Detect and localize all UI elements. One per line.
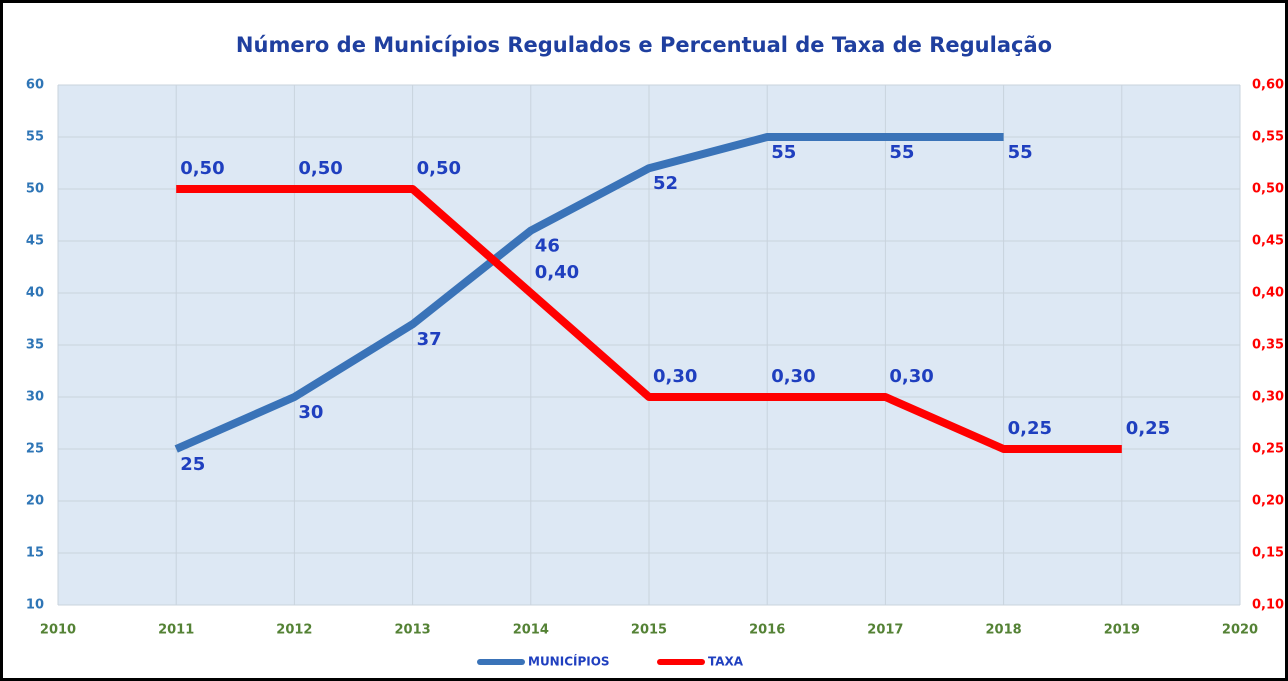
x-tick-label: 2013 (395, 623, 431, 638)
y2-tick-label: 0,55 (1252, 130, 1284, 145)
y-tick-label: 20 (26, 494, 44, 509)
data-label: 0,30 (653, 366, 697, 387)
y2-tick-label: 0,30 (1252, 390, 1284, 405)
data-label: 46 (535, 236, 560, 257)
y2-tick-label: 0,40 (1252, 286, 1284, 301)
y-tick-label: 10 (26, 598, 44, 613)
y-tick-label: 30 (26, 390, 44, 405)
data-label: 0,50 (298, 158, 342, 179)
x-tick-label: 2012 (276, 623, 312, 638)
y2-tick-label: 0,60 (1252, 78, 1284, 93)
data-label: 55 (771, 142, 796, 163)
x-tick-label: 2010 (40, 623, 76, 638)
y-tick-label: 60 (26, 78, 44, 93)
x-tick-label: 2015 (631, 623, 667, 638)
data-label: 0,50 (180, 158, 224, 179)
x-tick-label: 2011 (158, 623, 194, 638)
x-tick-label: 2016 (749, 623, 785, 638)
data-label: 55 (889, 142, 914, 163)
y-tick-label: 50 (26, 182, 44, 197)
data-label: 0,30 (771, 366, 815, 387)
y-tick-label: 45 (26, 234, 44, 249)
data-label: 37 (417, 329, 442, 350)
y2-tick-label: 0,35 (1252, 338, 1284, 353)
y2-tick-label: 0,15 (1252, 546, 1284, 561)
data-label: 30 (298, 402, 323, 423)
data-label: 25 (180, 454, 205, 475)
series-line (176, 185, 1122, 453)
y-tick-label: 40 (26, 286, 44, 301)
y-tick-label: 35 (26, 338, 44, 353)
data-label: 55 (1008, 142, 1033, 163)
y2-tick-label: 0,10 (1252, 598, 1284, 613)
data-label: 52 (653, 173, 678, 194)
data-label: 0,50 (417, 158, 461, 179)
y-tick-label: 55 (26, 130, 44, 145)
y-tick-label: 25 (26, 442, 44, 457)
data-label: 0,30 (889, 366, 933, 387)
x-tick-label: 2017 (867, 623, 903, 638)
data-label: 0,25 (1126, 418, 1170, 439)
series-line (174, 133, 1004, 453)
legend-label: MUNICÍPIOS (528, 654, 610, 669)
data-label: 0,40 (535, 262, 579, 283)
y2-tick-label: 0,50 (1252, 182, 1284, 197)
x-tick-label: 2019 (1104, 623, 1140, 638)
y2-tick-label: 0,25 (1252, 442, 1284, 457)
y-tick-label: 15 (26, 546, 44, 561)
y2-tick-label: 0,45 (1252, 234, 1284, 249)
chart-title: Número de Municípios Regulados e Percent… (236, 33, 1052, 57)
x-tick-label: 2018 (986, 623, 1022, 638)
legend-label: TAXA (708, 655, 744, 669)
x-tick-label: 2014 (513, 623, 549, 638)
x-tick-label: 2020 (1222, 623, 1258, 638)
y2-tick-label: 0,20 (1252, 494, 1284, 509)
data-label: 0,25 (1008, 418, 1052, 439)
